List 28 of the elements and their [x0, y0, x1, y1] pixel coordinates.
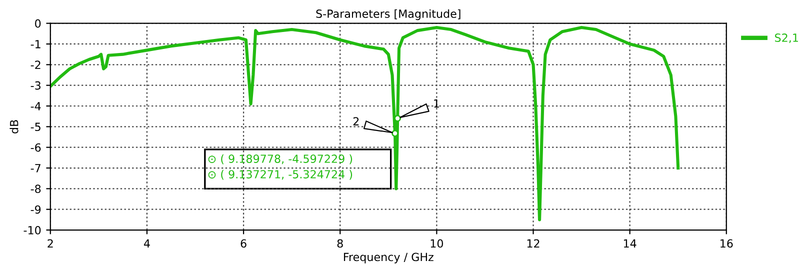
legend-label: S2,1: [775, 34, 798, 44]
x-tick-label: 6: [240, 239, 246, 248]
x-tick-label: 2: [48, 239, 53, 248]
y-tick-label: -8: [30, 184, 41, 194]
y-tick-label: -7: [30, 164, 40, 172]
annotation: ⊙ ( 9.137271, -5.324724 ): [208, 170, 352, 180]
x-tick-label: 14: [624, 239, 636, 248]
line-series: [50, 26, 680, 222]
x-tick-label: 12: [527, 239, 540, 248]
x-tick-label: 8: [337, 239, 343, 248]
y-tick-label: -3: [30, 81, 40, 90]
y-tick-label: -6: [30, 143, 41, 152]
y-axis-title: dB: [10, 120, 18, 134]
x-tick-label: 10: [430, 239, 444, 248]
annotation: ⊙ ( 9.189778, -4.597229 ): [208, 154, 352, 164]
y-tick-label: -4: [30, 102, 41, 110]
y-tick-label: -10: [24, 226, 41, 234]
y-tick-label: -1: [30, 40, 40, 48]
y-tick-label: -5: [30, 122, 40, 132]
x-tick-label: 4: [144, 239, 150, 248]
annotation: 2: [353, 117, 359, 126]
y-tick-label: -2: [30, 60, 40, 69]
y-tick-label: 0: [35, 19, 41, 28]
x-tick-label: 16: [720, 239, 733, 248]
chart-title: S-Parameters [Magnitude]: [316, 9, 460, 20]
annotation: 1: [434, 99, 439, 108]
x-axis-title: Frequency / GHz: [344, 252, 434, 264]
y-tick-label: -9: [30, 205, 41, 214]
